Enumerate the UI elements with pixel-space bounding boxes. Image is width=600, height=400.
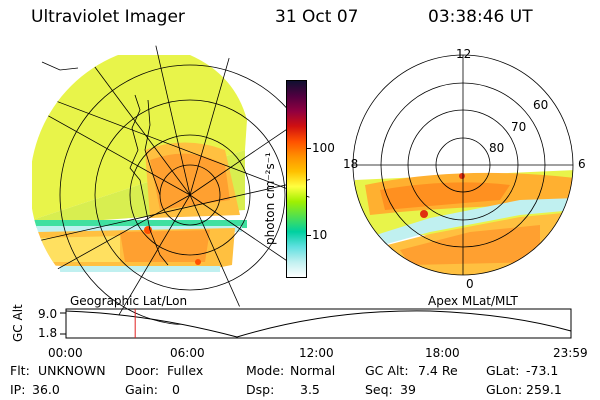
altitude-xtick-2: 12:00 [299,346,334,360]
info-glon-label: GLon: [486,382,523,397]
altitude-xtick-1: 06:00 [170,346,205,360]
info-mode-value: Normal [290,363,336,378]
info-gain-value: 0 [172,382,180,397]
lat-label-60: 60 [533,98,549,112]
colorbar-tick-100: 100 [312,141,335,155]
info-seq-value: 39 [400,382,416,397]
altitude-xtick-0: 00:00 [48,346,83,360]
info-dsp-value: 3.5 [300,382,320,397]
info-ip-value: 36.0 [32,382,60,397]
info-glat-label: GLat: [486,363,520,378]
lat-label-80: 80 [489,141,505,155]
title: Ultraviolet Imager [31,7,185,27]
altitude-ylabel: GC Alt [11,304,25,342]
altitude-ytick-max: 9.0 [38,307,58,321]
info-dsp-label: Dsp: [246,382,275,397]
right-panel-label: Apex MLat/MLT [428,294,518,308]
info-gcalt-label: GC Alt: [365,363,409,378]
altitude-ytick-min: 1.8 [38,326,58,340]
time: 03:38:46 UT [428,7,533,27]
mlt-label-0: 0 [466,277,474,291]
info-seq-label: Seq: [365,382,393,397]
info-glat-value: -73.1 [526,363,559,378]
mlt-label-18: 18 [343,157,359,171]
info-flt-value: UNKNOWN [38,363,106,378]
info-door-label: Door: [125,363,160,378]
colorbar-tick-10: 10 [312,228,328,242]
lat-label-70: 70 [511,120,527,134]
info-mode-label: Mode: [246,363,285,378]
colorbar-unit-label: photon cm⁻²s⁻¹ [263,152,277,245]
info-ip-label: IP: [10,382,26,397]
info-door-value: Fullex [167,363,204,378]
mlt-label-12: 12 [456,47,472,61]
mlt-label-6: 6 [578,157,586,171]
date: 31 Oct 07 [275,7,359,27]
colorbar [286,80,307,278]
altitude-xtick-4: 23:59 [553,346,588,360]
info-glon-value: 259.1 [526,382,562,397]
info-gain-label: Gain: [125,382,158,397]
left-panel-label: Geographic Lat/Lon [70,294,188,308]
info-gcalt-value: 7.4 Re [418,363,458,378]
altitude-xtick-3: 18:00 [425,346,460,360]
info-flt-label: Flt: [10,363,30,378]
